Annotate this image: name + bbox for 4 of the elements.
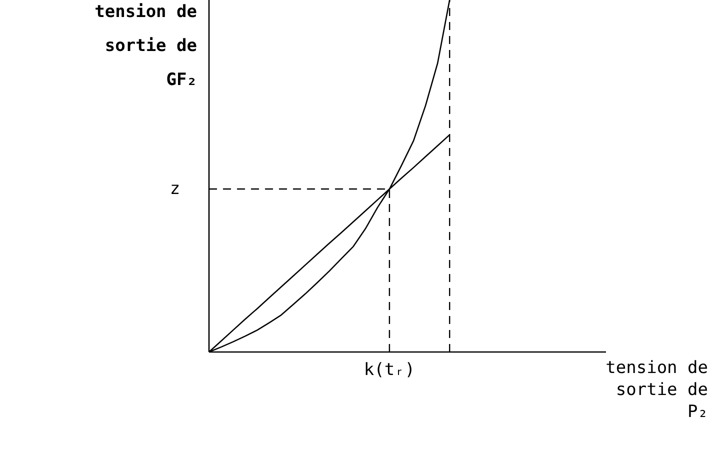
y-axis-title: tension de sortie de GF₂ bbox=[94, 2, 197, 90]
x-axis-title: tension de sortie de P₂ bbox=[606, 358, 708, 422]
text: k(tᵣ) bbox=[364, 360, 416, 380]
ref-line-label: z bbox=[170, 179, 180, 200]
